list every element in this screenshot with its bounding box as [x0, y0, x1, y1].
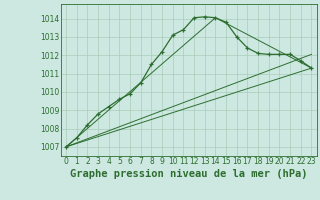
X-axis label: Graphe pression niveau de la mer (hPa): Graphe pression niveau de la mer (hPa) — [70, 169, 308, 179]
